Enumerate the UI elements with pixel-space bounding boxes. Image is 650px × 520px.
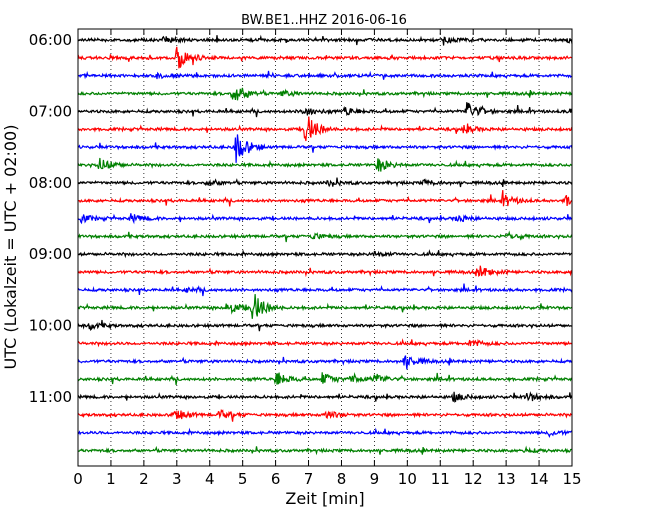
x-tick-label: 0 [73,470,83,488]
x-tick-label: 11 [431,470,450,488]
seismic-trace [77,190,573,207]
vertical-grid [110,29,540,466]
seismic-trace [77,372,573,385]
seismic-trace [77,283,573,297]
seismic-trace [77,157,572,172]
x-tick-label: 2 [139,470,149,488]
x-tick-label: 9 [370,470,380,488]
y-axis-label: UTC (Lokalzeit = UTC + 02:00) [1,125,20,370]
x-tick-label: 8 [337,470,347,488]
seismic-trace [77,391,573,403]
seismic-trace [77,427,573,438]
plot-frame [77,28,573,467]
y-tick-label: 11:00 [29,388,72,406]
seismic-trace [77,116,573,142]
x-tick-label: 7 [304,470,314,488]
seismic-trace [77,294,573,319]
y-tick-label: 08:00 [29,174,72,192]
x-tick-label: 14 [530,470,549,488]
y-ticks: 06:00 07:00 08:00 09:00 10:00 11:00 [29,31,84,406]
seismic-trace [77,319,573,332]
seismic-trace [77,34,573,46]
x-tick-label: 1 [106,470,116,488]
seismic-trace [77,46,572,69]
trace-group [77,34,573,456]
x-ticks: 0 1 2 3 4 5 6 7 8 9 10 11 12 13 14 15 [73,29,582,488]
x-tick-label: 4 [205,470,215,488]
x-tick-label: 12 [464,470,483,488]
seismic-trace [77,70,573,80]
x-tick-label: 6 [271,470,281,488]
chart-title: BW.BE1..HHZ 2016-06-16 [241,13,407,28]
seismic-trace [77,102,573,118]
seismic-trace [77,230,573,243]
x-tick-label: 5 [238,470,248,488]
y-tick-label: 07:00 [29,102,72,120]
seismic-trace [77,445,573,456]
seismic-trace [77,355,573,370]
seismic-trace [77,338,573,348]
seismic-trace [77,177,573,188]
seismic-trace [77,87,573,101]
y-tick-label: 09:00 [29,245,72,263]
seismic-trace [77,408,572,422]
y-tick-label: 06:00 [29,31,72,49]
seismic-trace [77,213,573,225]
x-axis-label: Zeit [min] [285,489,364,508]
seismic-trace [77,249,573,259]
x-tick-label: 10 [398,470,417,488]
seismic-trace [77,265,573,278]
x-tick-label: 15 [562,470,581,488]
y-tick-label: 10:00 [29,317,72,335]
x-tick-label: 13 [497,470,516,488]
seismic-trace [77,134,573,163]
x-tick-label: 3 [172,470,182,488]
